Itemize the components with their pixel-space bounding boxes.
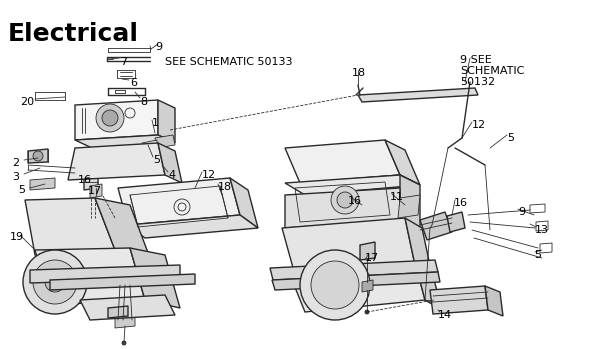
Polygon shape — [155, 135, 175, 148]
Polygon shape — [270, 260, 438, 280]
Text: 18: 18 — [218, 182, 232, 192]
Text: 9: 9 — [155, 42, 162, 52]
Circle shape — [331, 186, 359, 214]
Text: 1: 1 — [152, 118, 159, 128]
Text: 5: 5 — [507, 133, 514, 143]
Circle shape — [33, 260, 77, 304]
Polygon shape — [447, 212, 465, 232]
Text: 2: 2 — [12, 158, 19, 168]
Polygon shape — [130, 248, 180, 308]
Polygon shape — [485, 286, 503, 316]
Polygon shape — [128, 215, 258, 238]
Text: 20: 20 — [20, 97, 34, 107]
Polygon shape — [75, 135, 175, 148]
Polygon shape — [80, 295, 175, 320]
Text: 16: 16 — [78, 175, 92, 185]
Text: 3: 3 — [12, 172, 19, 182]
Text: 12: 12 — [202, 170, 216, 180]
Text: 9 SEE: 9 SEE — [460, 55, 492, 65]
Polygon shape — [415, 262, 442, 310]
Polygon shape — [115, 316, 135, 328]
Text: 17: 17 — [88, 186, 102, 196]
Polygon shape — [90, 184, 102, 198]
Text: 5: 5 — [18, 185, 25, 195]
Polygon shape — [430, 286, 488, 314]
Polygon shape — [385, 140, 420, 185]
Text: 17: 17 — [365, 253, 379, 263]
Text: 4: 4 — [168, 170, 175, 180]
Circle shape — [33, 151, 43, 161]
Text: SCHEMATIC: SCHEMATIC — [460, 66, 524, 76]
Polygon shape — [285, 188, 400, 228]
Text: 7: 7 — [120, 57, 127, 67]
Text: 13: 13 — [535, 225, 549, 235]
Polygon shape — [158, 100, 175, 143]
Text: 11: 11 — [390, 192, 404, 202]
Text: 19: 19 — [10, 232, 24, 242]
Polygon shape — [35, 248, 145, 305]
Polygon shape — [362, 280, 373, 292]
Polygon shape — [358, 88, 478, 102]
Text: 5: 5 — [153, 155, 160, 165]
Polygon shape — [25, 198, 115, 255]
Polygon shape — [290, 262, 425, 312]
Polygon shape — [360, 242, 375, 260]
Circle shape — [300, 250, 370, 320]
Polygon shape — [398, 195, 420, 218]
Polygon shape — [272, 272, 440, 290]
Text: 16: 16 — [454, 198, 468, 208]
Polygon shape — [30, 265, 180, 283]
Text: 8: 8 — [140, 97, 147, 107]
Polygon shape — [158, 143, 182, 183]
Polygon shape — [285, 140, 400, 183]
Polygon shape — [28, 149, 48, 163]
Circle shape — [45, 272, 65, 292]
Polygon shape — [142, 140, 157, 153]
Circle shape — [23, 250, 87, 314]
Polygon shape — [282, 218, 415, 275]
Polygon shape — [75, 100, 158, 140]
Circle shape — [365, 310, 369, 314]
Polygon shape — [420, 212, 452, 240]
Polygon shape — [68, 143, 165, 180]
Polygon shape — [285, 175, 420, 195]
Polygon shape — [84, 170, 98, 190]
Text: 50132: 50132 — [460, 77, 495, 87]
Text: 5: 5 — [534, 250, 541, 260]
Text: Electrical: Electrical — [8, 22, 139, 46]
Polygon shape — [118, 178, 240, 225]
Circle shape — [337, 192, 353, 208]
Polygon shape — [300, 175, 420, 193]
Circle shape — [122, 341, 126, 345]
Circle shape — [102, 110, 118, 126]
Polygon shape — [400, 175, 420, 230]
Polygon shape — [230, 178, 258, 228]
Circle shape — [96, 104, 124, 132]
Text: 6: 6 — [130, 78, 137, 88]
Text: 14: 14 — [438, 310, 452, 320]
Text: 16: 16 — [348, 196, 362, 206]
Polygon shape — [405, 218, 432, 275]
Text: 18: 18 — [352, 68, 366, 78]
Polygon shape — [95, 198, 150, 258]
Polygon shape — [50, 274, 195, 290]
Text: 12: 12 — [472, 120, 486, 130]
Text: 9: 9 — [518, 207, 525, 217]
Text: SEE SCHEMATIC 50133: SEE SCHEMATIC 50133 — [165, 57, 293, 67]
Polygon shape — [108, 306, 128, 318]
Polygon shape — [30, 178, 55, 190]
Circle shape — [311, 261, 359, 309]
